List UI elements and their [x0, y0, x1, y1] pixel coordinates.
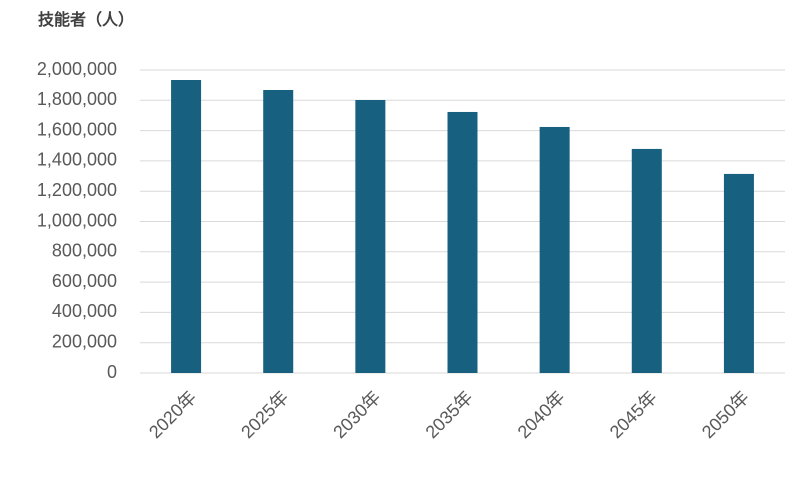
x-tick-label: 2025年 [237, 387, 292, 442]
bar [447, 111, 478, 373]
y-tick-label: 800,000 [52, 241, 117, 261]
y-tick-label: 1,000,000 [37, 210, 117, 230]
y-tick-label: 600,000 [52, 271, 117, 291]
bar [355, 99, 386, 373]
x-tick-label: 2020年 [145, 387, 200, 442]
x-tick-label: 2040年 [514, 387, 569, 442]
x-tick-label: 2030年 [329, 387, 384, 442]
y-tick-label: 1,800,000 [37, 89, 117, 109]
x-tick-label: 2035年 [421, 387, 476, 442]
bar [723, 173, 754, 373]
y-tick-label: 1,400,000 [37, 150, 117, 170]
bar [631, 148, 662, 373]
y-tick-label: 1,200,000 [37, 180, 117, 200]
y-tick-label: 400,000 [52, 301, 117, 321]
y-tick-label: 200,000 [52, 331, 117, 351]
y-tick-label: 0 [107, 362, 117, 382]
bar [171, 79, 202, 374]
y-axis-label: 技能者（人） [38, 10, 134, 29]
bar [263, 89, 294, 374]
bar [539, 126, 570, 374]
y-tick-label: 1,600,000 [37, 119, 117, 139]
x-tick-label: 2050年 [698, 387, 753, 442]
x-tick-label: 2045年 [606, 387, 661, 442]
y-tick-label: 2,000,000 [37, 59, 117, 79]
